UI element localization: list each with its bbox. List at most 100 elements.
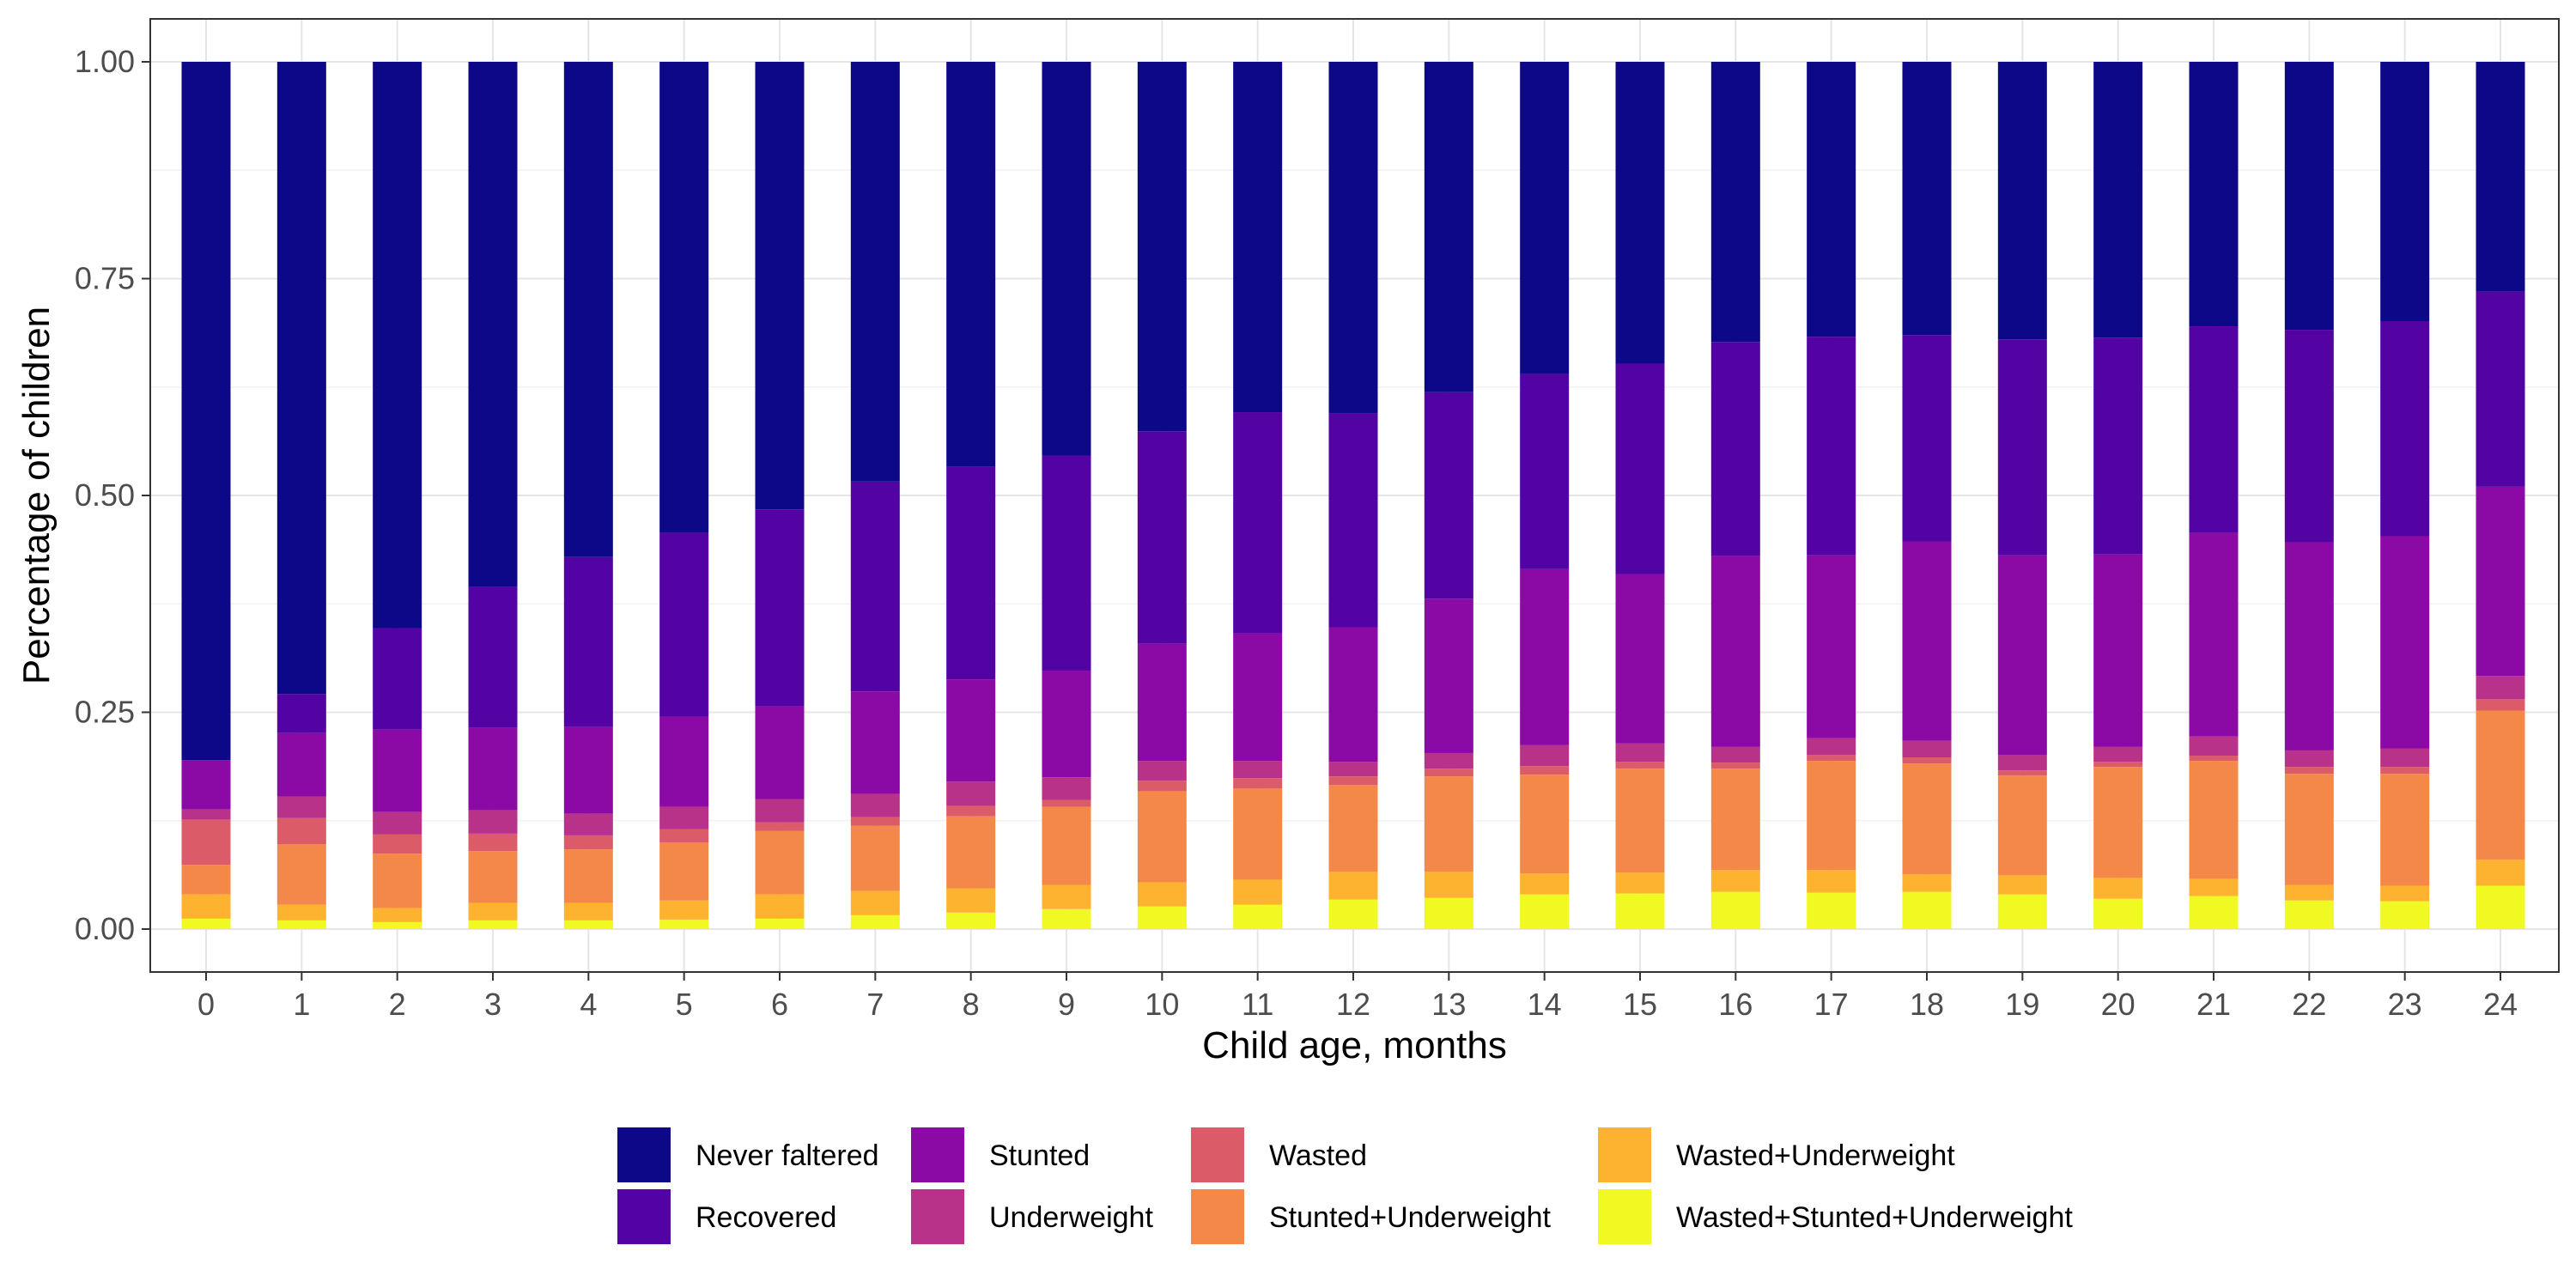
bar-segment: [1615, 762, 1665, 769]
legend-key: [616, 1126, 672, 1184]
bar-segment: [1807, 62, 1856, 337]
x-tick-label: 18: [1910, 987, 1944, 1022]
bar-segment: [1615, 893, 1665, 929]
bar-segment: [1997, 339, 2047, 556]
bar-segment: [755, 918, 805, 929]
bar-segment: [468, 851, 518, 903]
bar-segment: [1424, 872, 1473, 898]
bar-segment: [181, 865, 231, 895]
bar-segment: [2093, 554, 2143, 747]
legend-key: [909, 1188, 966, 1246]
bar-segment: [1807, 337, 1856, 556]
bar-segment: [659, 806, 709, 829]
bar-segment: [2189, 532, 2239, 737]
legend-label: Underweight: [989, 1201, 1153, 1234]
x-tick-label: 20: [2101, 987, 2136, 1022]
bar-segment: [563, 556, 613, 727]
bar-segment: [1137, 781, 1187, 792]
bar-segment: [1615, 872, 1665, 894]
bar-segment: [373, 854, 422, 908]
bar-segment: [2476, 710, 2525, 860]
bar-segment: [1042, 884, 1091, 909]
bar-segment: [1137, 791, 1187, 883]
bar-segment: [1137, 62, 1187, 432]
bar-segment: [1710, 342, 1760, 556]
bar-segment: [1233, 904, 1283, 929]
bar-segment: [276, 796, 326, 818]
bar-segment: [2476, 885, 2525, 929]
bar-segment: [2093, 762, 2143, 768]
legend-key: [1189, 1126, 1246, 1184]
y-axis-title: Percentage of children: [15, 307, 58, 684]
bar-segment: [1807, 555, 1856, 738]
legend-label: Recovered: [696, 1201, 836, 1234]
bar-segment: [1997, 555, 2047, 755]
y-tick-label: 0.25: [75, 695, 135, 730]
x-tick-label: 10: [1145, 987, 1179, 1022]
legend-label: Never faltered: [696, 1139, 879, 1172]
bar-segment: [373, 834, 422, 854]
bar-segment: [1424, 752, 1473, 769]
bar-segment: [850, 691, 900, 794]
bar-segment: [1807, 761, 1856, 871]
bar-segment: [2284, 750, 2334, 768]
bar-segment: [946, 679, 996, 782]
bar-segment: [276, 817, 326, 845]
bar-segment: [2476, 699, 2525, 711]
bar-segment: [373, 908, 422, 922]
bar-segment: [563, 902, 613, 920]
bar-segment: [1328, 899, 1378, 929]
x-tick-label: 6: [771, 987, 788, 1022]
bar-segment: [2093, 62, 2143, 338]
bar-segment: [1902, 740, 1952, 758]
x-axis-title: Child age, months: [1202, 1024, 1507, 1066]
bar-segment: [2284, 62, 2334, 331]
x-tick-label: 16: [1718, 987, 1753, 1022]
bar-segment: [1710, 746, 1760, 763]
bar-segment: [1710, 870, 1760, 892]
bar-segment: [1328, 413, 1378, 628]
bar-segment: [2189, 878, 2239, 896]
bar-segment: [659, 842, 709, 901]
bar-segment: [1710, 62, 1760, 343]
bar-segment: [181, 760, 231, 810]
bar-segment: [276, 904, 326, 920]
bar-segment: [181, 918, 231, 929]
bar-segment: [1710, 762, 1760, 769]
bar-segment: [2380, 767, 2430, 775]
bar-segment: [2380, 320, 2430, 537]
bar-segment: [468, 810, 518, 834]
bar-segment: [1424, 776, 1473, 872]
bar-segment: [1902, 62, 1952, 336]
bar-segment: [1424, 769, 1473, 777]
bar-segment: [468, 902, 518, 920]
bar-segment: [2189, 736, 2239, 756]
bar-segment: [181, 894, 231, 919]
bar-segment: [1520, 766, 1570, 775]
legend-key: [616, 1188, 672, 1246]
bar-segment: [850, 817, 900, 826]
bar-segment: [850, 890, 900, 915]
x-tick-label: 0: [197, 987, 215, 1022]
x-tick-label: 12: [1336, 987, 1370, 1022]
bar-segment: [1328, 776, 1378, 786]
legend-label: Stunted+Underweight: [1269, 1201, 1552, 1234]
bar-segment: [850, 825, 900, 891]
bar-segment: [1807, 754, 1856, 762]
bar-segment: [2476, 860, 2525, 886]
bar-segment: [659, 900, 709, 920]
bar-segment: [1997, 875, 2047, 895]
bar-segment: [1615, 363, 1665, 574]
x-tick-label: 24: [2483, 987, 2518, 1022]
bar-segment: [468, 833, 518, 852]
bar-segment: [1997, 775, 2047, 876]
bar-segment: [1710, 556, 1760, 747]
bar-segment: [276, 844, 326, 905]
bar-segment: [2476, 486, 2525, 677]
bar-segment: [1424, 392, 1473, 599]
bar-segment: [2093, 746, 2143, 762]
bar-segment: [1520, 873, 1570, 895]
bar-segment: [2476, 62, 2525, 292]
bar-segment: [1137, 761, 1187, 781]
bar-segment: [1233, 778, 1283, 789]
